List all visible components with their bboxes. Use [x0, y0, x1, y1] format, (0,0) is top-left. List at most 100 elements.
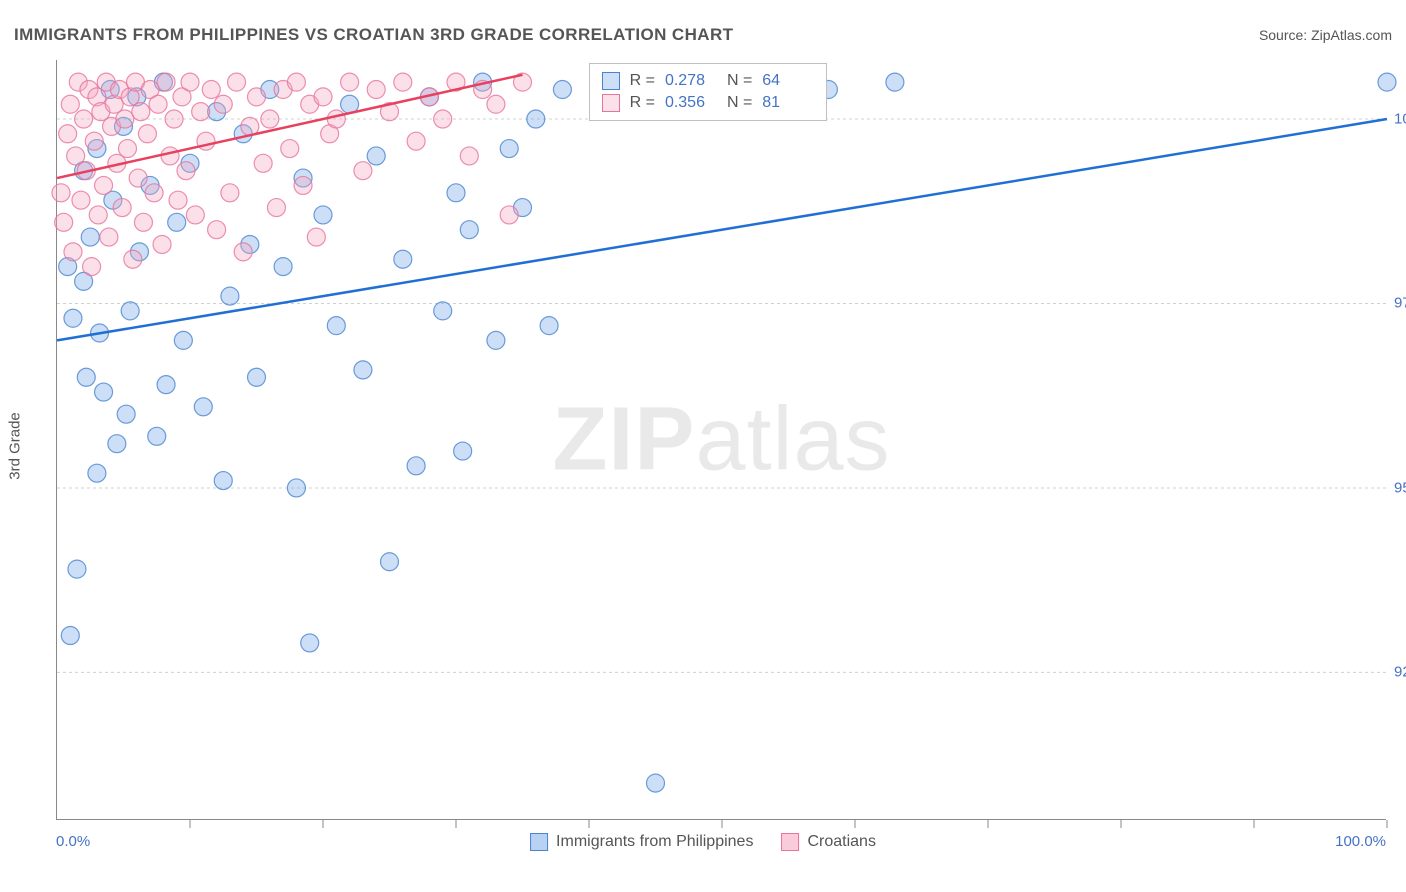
- y-tick-label: 100.0%: [1394, 111, 1406, 128]
- data-point: [367, 147, 385, 165]
- data-point: [327, 110, 345, 128]
- data-point: [307, 228, 325, 246]
- data-point: [177, 162, 195, 180]
- legend-label: Immigrants from Philippines: [556, 833, 753, 851]
- data-point: [118, 140, 136, 158]
- legend-swatch: [781, 833, 799, 851]
- data-point: [77, 368, 95, 386]
- legend-item: Croatians: [781, 833, 875, 851]
- data-point: [100, 228, 118, 246]
- data-point: [248, 88, 266, 106]
- data-point: [327, 317, 345, 335]
- data-point: [254, 154, 272, 172]
- data-point: [487, 331, 505, 349]
- data-point: [500, 206, 518, 224]
- trend-line: [57, 119, 1387, 340]
- data-point: [407, 457, 425, 475]
- data-point: [287, 73, 305, 91]
- data-point: [64, 309, 82, 327]
- stats-legend: R =0.278N =64R =0.356N =81: [589, 63, 828, 121]
- data-point: [68, 560, 86, 578]
- data-point: [274, 258, 292, 276]
- data-point: [281, 140, 299, 158]
- data-point: [55, 213, 73, 231]
- data-point: [129, 169, 147, 187]
- data-point: [214, 95, 232, 113]
- chart-title: IMMIGRANTS FROM PHILIPPINES VS CROATIAN …: [14, 25, 733, 45]
- data-point: [261, 110, 279, 128]
- data-point: [228, 73, 246, 91]
- data-point: [287, 479, 305, 497]
- data-point: [221, 287, 239, 305]
- stat-N-label: N =: [727, 94, 752, 112]
- data-point: [354, 162, 372, 180]
- stat-N-value: 81: [762, 94, 814, 112]
- y-axis-label: 3rd Grade: [7, 412, 24, 480]
- data-point: [314, 206, 332, 224]
- data-point: [157, 73, 175, 91]
- data-point: [454, 442, 472, 460]
- data-point: [354, 361, 372, 379]
- data-point: [314, 88, 332, 106]
- data-point: [294, 176, 312, 194]
- data-point: [121, 302, 139, 320]
- legend-swatch: [602, 72, 620, 90]
- data-point: [367, 81, 385, 99]
- data-point: [447, 184, 465, 202]
- stats-row: R =0.278N =64: [602, 70, 815, 92]
- data-point: [886, 73, 904, 91]
- data-point: [394, 73, 412, 91]
- data-point: [61, 627, 79, 645]
- data-point: [434, 302, 452, 320]
- data-point: [52, 184, 70, 202]
- data-point: [88, 464, 106, 482]
- data-point: [527, 110, 545, 128]
- stat-R-value: 0.278: [665, 72, 717, 90]
- stat-N-label: N =: [727, 72, 752, 90]
- data-point: [487, 95, 505, 113]
- legend-swatch: [602, 94, 620, 112]
- legend-item: Immigrants from Philippines: [530, 833, 753, 851]
- stat-R-value: 0.356: [665, 94, 717, 112]
- data-point: [460, 147, 478, 165]
- data-point: [381, 553, 399, 571]
- legend-label: Croatians: [807, 833, 875, 851]
- x-max-label: 100.0%: [1335, 833, 1386, 850]
- data-point: [61, 95, 79, 113]
- data-point: [83, 258, 101, 276]
- source-label: Source: ZipAtlas.com: [1259, 27, 1392, 43]
- data-point: [95, 383, 113, 401]
- data-point: [540, 317, 558, 335]
- data-point: [116, 110, 134, 128]
- data-point: [647, 774, 665, 792]
- data-point: [153, 235, 171, 253]
- data-point: [174, 331, 192, 349]
- stat-R-label: R =: [630, 94, 655, 112]
- data-point: [85, 132, 103, 150]
- data-point: [1378, 73, 1396, 91]
- data-point: [108, 435, 126, 453]
- data-point: [72, 191, 90, 209]
- data-point: [168, 213, 186, 231]
- data-point: [301, 634, 319, 652]
- y-tick-label: 92.5%: [1394, 664, 1406, 681]
- x-min-label: 0.0%: [56, 833, 90, 850]
- data-point: [221, 184, 239, 202]
- data-point: [234, 243, 252, 261]
- data-point: [161, 147, 179, 165]
- data-point: [134, 213, 152, 231]
- data-point: [202, 81, 220, 99]
- data-point: [149, 95, 167, 113]
- y-tick-label: 97.5%: [1394, 295, 1406, 312]
- data-point: [89, 206, 107, 224]
- stat-N-value: 64: [762, 72, 814, 90]
- data-point: [117, 405, 135, 423]
- data-point: [132, 103, 150, 121]
- data-point: [214, 472, 232, 490]
- data-point: [95, 176, 113, 194]
- data-point: [169, 191, 187, 209]
- data-point: [341, 73, 359, 91]
- plot-area: ZIPatlas R =0.278N =64R =0.356N =81 92.5…: [56, 60, 1386, 820]
- data-point: [75, 110, 93, 128]
- data-point: [407, 132, 425, 150]
